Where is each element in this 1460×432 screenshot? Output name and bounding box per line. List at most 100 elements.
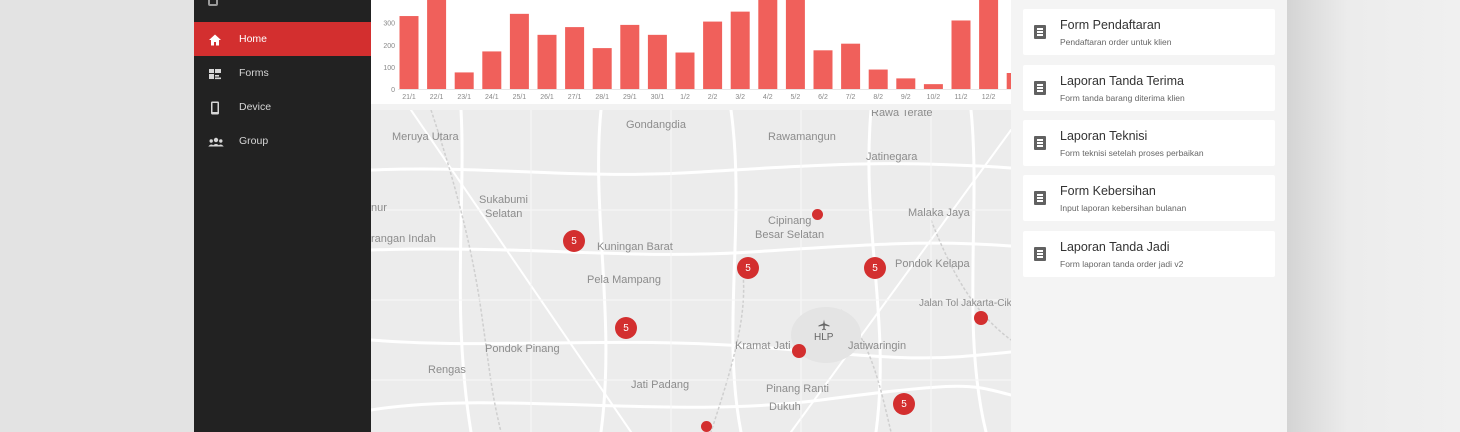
chart-bar[interactable] <box>813 50 833 89</box>
chart-bar[interactable] <box>951 20 971 89</box>
chart-bar[interactable] <box>868 69 888 89</box>
sidebar-item-label: Group <box>239 135 269 147</box>
y-tick-label: 100 <box>383 65 395 72</box>
chart-bar[interactable] <box>785 0 805 89</box>
form-subtitle: Form teknisi setelah proses perbaikan <box>1060 148 1204 158</box>
document-icon <box>1034 247 1046 261</box>
map-cluster-marker[interactable]: 5 <box>893 393 915 415</box>
form-title: Laporan Teknisi <box>1060 129 1148 143</box>
bar-chart-svg: 0 100 200 300 21/1 22/1 23/1 24/1 25/1 26/1 27/1 28… <box>383 0 1011 101</box>
daily-bar-chart: 0 100 200 300 21/1 22/1 23/1 24/1 25/1 26/1 27/1 28… <box>371 0 1011 104</box>
x-tick-label: 26/1 <box>540 94 554 101</box>
map-label: Jati Padang <box>631 379 690 391</box>
x-tick-label: 24/1 <box>485 94 499 101</box>
sidebar-top-item[interactable] <box>208 0 358 6</box>
map-label: Kramat Jati <box>735 340 791 352</box>
airport-label: HLP <box>814 332 834 343</box>
chart-bar[interactable] <box>399 16 419 90</box>
map-cluster-marker[interactable]: 5 <box>563 230 585 252</box>
chart-bar[interactable] <box>923 84 943 89</box>
document-icon <box>1034 136 1046 150</box>
home-icon <box>208 32 222 46</box>
map-label: Pela Mampang <box>587 274 661 286</box>
chart-bar[interactable] <box>758 0 778 89</box>
map-label: Cipinang <box>768 215 812 227</box>
chart-bar[interactable] <box>1006 73 1011 89</box>
map-label: Jatiwaringin <box>848 340 907 352</box>
sidebar-item-group[interactable]: Group <box>194 124 371 158</box>
chart-bar[interactable] <box>979 0 999 89</box>
document-icon <box>1034 25 1046 39</box>
form-card[interactable]: Form Kebersihan Input laporan kebersihan… <box>1023 175 1275 221</box>
map-label: Rengas <box>428 364 466 376</box>
map-point-marker[interactable] <box>974 311 988 325</box>
map-label: Pondok Kelapa <box>895 258 970 270</box>
chart-bar[interactable] <box>730 11 750 90</box>
map-label: Besar Selatan <box>755 229 825 241</box>
group-icon <box>208 134 224 148</box>
map-point-marker[interactable] <box>701 421 712 432</box>
y-tick-label: 0 <box>391 87 395 94</box>
map-label: Rawamangun <box>768 131 836 143</box>
form-subtitle: Form tanda barang diterima klien <box>1060 93 1185 103</box>
map-label: Sukabumi <box>479 194 528 206</box>
form-subtitle: Input laporan kebersihan bulanan <box>1060 203 1187 213</box>
chart-bar[interactable] <box>896 78 916 89</box>
x-tick-label: 25/1 <box>513 94 527 101</box>
chart-bar[interactable] <box>427 0 447 89</box>
device-icon <box>208 100 222 115</box>
map-cluster-marker[interactable]: 5 <box>864 257 886 279</box>
form-subtitle: Pendaftaran order untuk klien <box>1060 37 1172 47</box>
sidebar-item-label: Device <box>239 101 272 113</box>
chart-bar[interactable] <box>454 72 474 89</box>
map-label: Jatinegara <box>866 151 918 163</box>
chart-bar[interactable] <box>841 43 861 89</box>
chart-bar[interactable] <box>592 48 612 89</box>
map-label: rangan Indah <box>371 233 436 245</box>
map-view[interactable]: Meruya Utara Gondangdia Rawamangun Rawa … <box>371 110 1011 432</box>
chart-bar[interactable] <box>509 13 529 90</box>
page-background-right <box>1287 0 1460 432</box>
form-card[interactable]: Laporan Tanda Terima Form tanda barang d… <box>1023 65 1275 111</box>
x-tick-label: 28/1 <box>595 94 609 101</box>
map-label: Kuningan Barat <box>597 241 673 253</box>
sidebar-item-device[interactable]: Device <box>194 90 371 124</box>
form-card[interactable]: Laporan Tanda Jadi Form laporan tanda or… <box>1023 231 1275 277</box>
x-tick-label: 27/1 <box>568 94 582 101</box>
map-roads <box>371 110 1011 432</box>
map-cluster-marker[interactable]: 5 <box>737 257 759 279</box>
sidebar-item-label: Forms <box>239 67 269 79</box>
map-label: Dukuh <box>769 401 801 413</box>
chart-bar[interactable] <box>537 34 557 89</box>
sidebar-item-label: Home <box>239 33 268 45</box>
chart-bar[interactable] <box>647 34 667 89</box>
x-tick-label: 22/1 <box>430 94 444 101</box>
x-tick-label: 2/2 <box>708 94 718 101</box>
map-label: Meruya Utara <box>392 131 459 143</box>
form-card[interactable]: Form Pendaftaran Pendaftaran order untuk… <box>1023 9 1275 55</box>
x-tick-label: 11/2 <box>954 94 967 101</box>
x-tick-label: 6/2 <box>818 94 828 101</box>
forms-icon <box>208 66 222 80</box>
map-cluster-marker[interactable]: 5 <box>615 317 637 339</box>
device-icon <box>208 0 218 6</box>
map-label: nur <box>371 202 387 214</box>
map-point-marker[interactable] <box>812 209 823 220</box>
chart-bar[interactable] <box>565 27 585 89</box>
sidebar-item-forms[interactable]: Forms <box>194 56 371 90</box>
map-label: Malaka Jaya <box>908 207 970 219</box>
map-label: Rawa Terate <box>871 110 933 119</box>
map-point-marker[interactable] <box>792 344 806 358</box>
form-card[interactable]: Laporan Teknisi Form teknisi setelah pro… <box>1023 120 1275 166</box>
chart-bar[interactable] <box>620 24 640 89</box>
x-tick-label: 10/2 <box>927 94 941 101</box>
x-tick-label: 4/2 <box>763 94 773 101</box>
x-tick-label: 29/1 <box>623 94 637 101</box>
x-tick-label: 1/2 <box>680 94 690 101</box>
sidebar-item-home[interactable]: Home <box>194 22 371 56</box>
map-label: Jalan Tol Jakarta-Cik <box>919 298 1011 309</box>
chart-bar[interactable] <box>482 51 502 89</box>
x-tick-label: 3/2 <box>735 94 745 101</box>
chart-bar[interactable] <box>675 52 695 89</box>
chart-bar[interactable] <box>703 21 723 89</box>
